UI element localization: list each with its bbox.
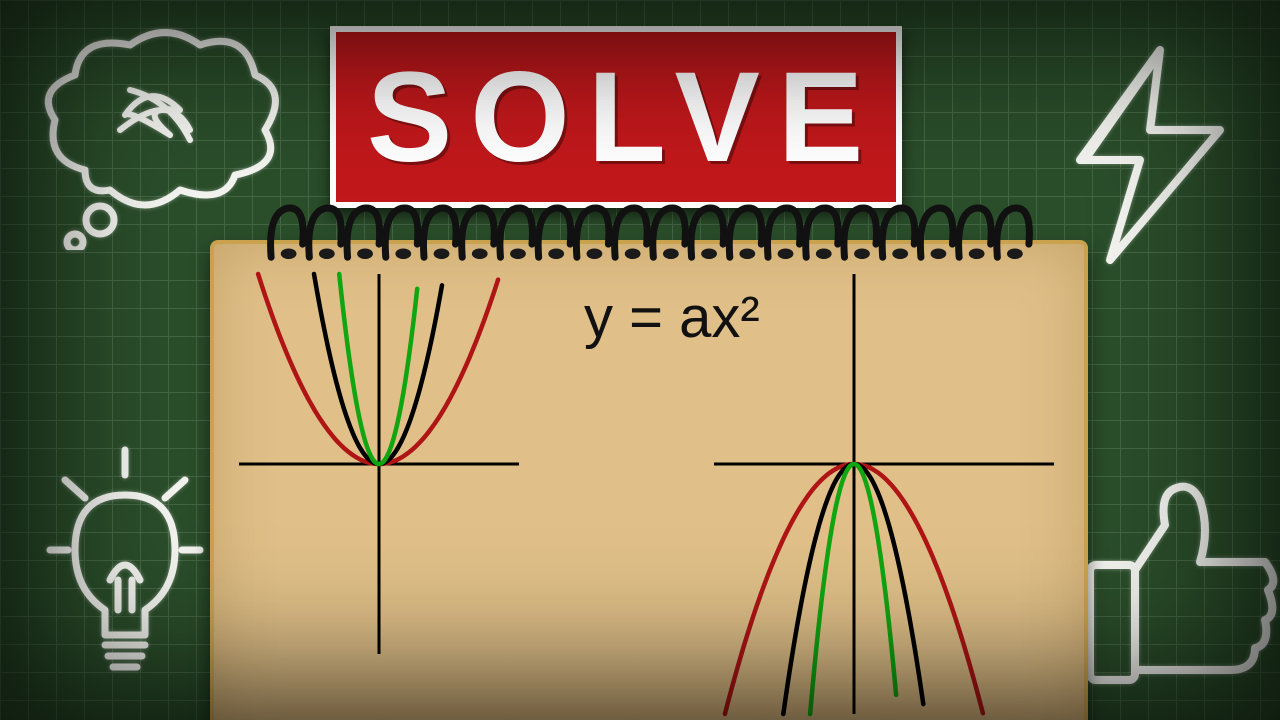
- solve-banner: SOLVE: [330, 26, 902, 208]
- parabola-plots: [214, 244, 1084, 720]
- spiral-binding: [200, 196, 1100, 266]
- stage: SOLVE y = ax²: [0, 0, 1280, 720]
- lightbulb-icon: [40, 440, 210, 690]
- banner-text: SOLVE: [367, 44, 881, 191]
- notepad: y = ax²: [210, 240, 1088, 720]
- thumbs-up-icon: [1080, 470, 1280, 700]
